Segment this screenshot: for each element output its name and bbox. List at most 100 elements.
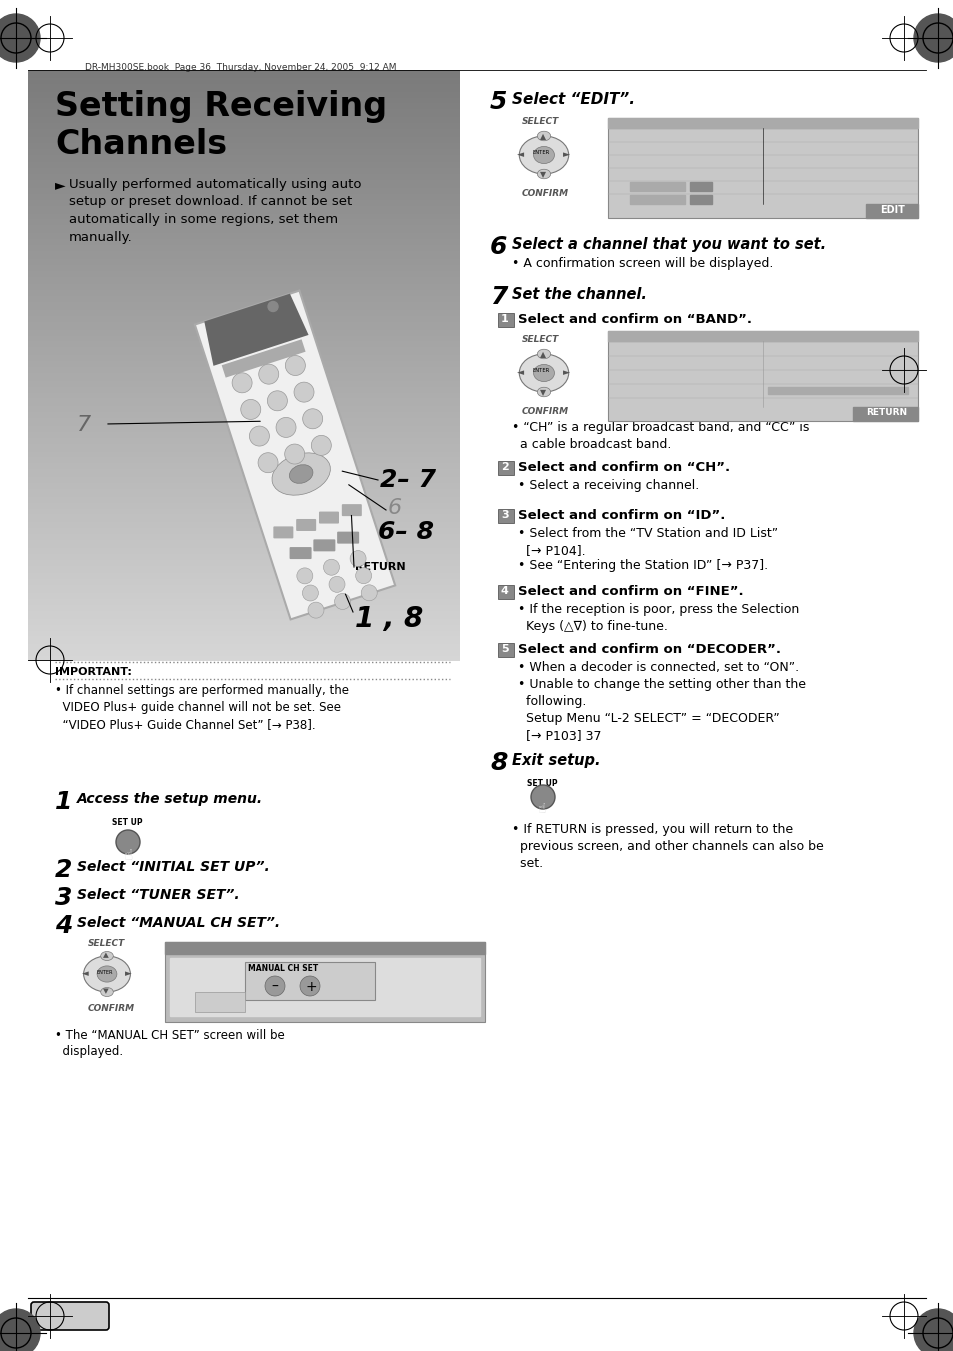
- Bar: [28, 308, 459, 311]
- Bar: [28, 139, 459, 142]
- Bar: [28, 658, 459, 661]
- Bar: [28, 76, 459, 78]
- Bar: [28, 316, 459, 319]
- Bar: [28, 385, 459, 388]
- Bar: [28, 580, 459, 582]
- Bar: [170, 958, 479, 1016]
- Bar: [28, 519, 459, 521]
- Bar: [28, 542, 459, 544]
- Bar: [28, 505, 459, 507]
- Bar: [28, 235, 459, 238]
- Bar: [28, 249, 459, 251]
- Bar: [28, 115, 459, 118]
- Text: SELECT: SELECT: [521, 118, 558, 126]
- Circle shape: [249, 426, 269, 446]
- Bar: [28, 320, 459, 323]
- Text: ►: ►: [562, 150, 570, 159]
- Text: RETURN: RETURN: [865, 408, 906, 417]
- Bar: [28, 270, 459, 273]
- Text: 2: 2: [55, 858, 72, 882]
- Circle shape: [258, 365, 278, 384]
- Bar: [28, 334, 459, 336]
- Bar: [28, 89, 459, 92]
- Bar: [28, 240, 459, 243]
- Bar: [28, 581, 459, 584]
- Bar: [28, 515, 459, 517]
- Ellipse shape: [272, 453, 330, 496]
- Bar: [28, 657, 459, 658]
- Bar: [28, 292, 459, 295]
- Text: CH: CH: [767, 343, 781, 353]
- Bar: [28, 157, 459, 159]
- Bar: [28, 88, 459, 91]
- FancyBboxPatch shape: [295, 519, 315, 531]
- Text: ◄: ◄: [82, 970, 89, 978]
- Bar: [28, 592, 459, 593]
- Bar: [28, 571, 459, 574]
- Bar: [28, 566, 459, 567]
- Circle shape: [355, 567, 372, 584]
- Bar: [28, 544, 459, 546]
- Bar: [607, 118, 917, 218]
- Bar: [28, 374, 459, 377]
- Bar: [28, 255, 459, 257]
- Text: CONFIRM: CONFIRM: [521, 407, 569, 416]
- Bar: [28, 523, 459, 524]
- Bar: [28, 640, 459, 643]
- Bar: [28, 503, 459, 505]
- Circle shape: [240, 400, 260, 419]
- Text: ENTER: ENTER: [96, 970, 112, 974]
- Bar: [28, 222, 459, 224]
- Bar: [28, 485, 459, 488]
- Bar: [28, 404, 459, 407]
- Bar: [28, 113, 459, 116]
- Bar: [28, 450, 459, 453]
- Bar: [28, 118, 459, 120]
- Bar: [28, 447, 459, 450]
- Bar: [28, 127, 459, 130]
- Bar: [28, 538, 459, 540]
- Bar: [28, 269, 459, 272]
- Bar: [28, 477, 459, 480]
- Bar: [28, 438, 459, 440]
- Text: 10: 10: [762, 169, 773, 178]
- Text: 4: 4: [500, 586, 508, 596]
- Bar: [28, 458, 459, 459]
- Bar: [28, 627, 459, 630]
- Circle shape: [913, 14, 953, 62]
- Bar: [28, 598, 459, 601]
- Text: RETURN: RETURN: [355, 562, 405, 571]
- Bar: [28, 432, 459, 434]
- Bar: [28, 216, 459, 218]
- Bar: [28, 615, 459, 617]
- Ellipse shape: [97, 966, 117, 982]
- Bar: [607, 331, 917, 422]
- Bar: [28, 342, 459, 345]
- Bar: [165, 942, 484, 954]
- Bar: [28, 573, 459, 576]
- Text: • Select from the “TV Station and ID List”
  [→ P104].: • Select from the “TV Station and ID Lis…: [517, 527, 778, 557]
- Circle shape: [116, 830, 140, 854]
- Bar: [28, 576, 459, 578]
- Bar: [28, 654, 459, 657]
- Bar: [28, 355, 459, 358]
- Ellipse shape: [289, 465, 313, 484]
- Bar: [28, 182, 459, 185]
- Bar: [28, 528, 459, 531]
- Bar: [28, 436, 459, 438]
- Bar: [28, 377, 459, 380]
- Bar: [28, 200, 459, 203]
- Text: ---: ---: [817, 143, 826, 153]
- Circle shape: [913, 1309, 953, 1351]
- Bar: [28, 442, 459, 444]
- Bar: [28, 346, 459, 347]
- Bar: [28, 463, 459, 466]
- Text: IMPORTANT:: IMPORTANT:: [55, 667, 132, 677]
- Text: Select “TUNER SET”.: Select “TUNER SET”.: [77, 888, 239, 902]
- Circle shape: [308, 603, 324, 619]
- Bar: [28, 192, 459, 195]
- Text: • When a decoder is connected, set to “ON”.: • When a decoder is connected, set to “O…: [517, 661, 799, 674]
- Bar: [28, 486, 459, 489]
- Text: • If channel settings are performed manually, the
  VIDEO Plus+ guide channel wi: • If channel settings are performed manu…: [55, 684, 349, 731]
- FancyBboxPatch shape: [313, 539, 335, 551]
